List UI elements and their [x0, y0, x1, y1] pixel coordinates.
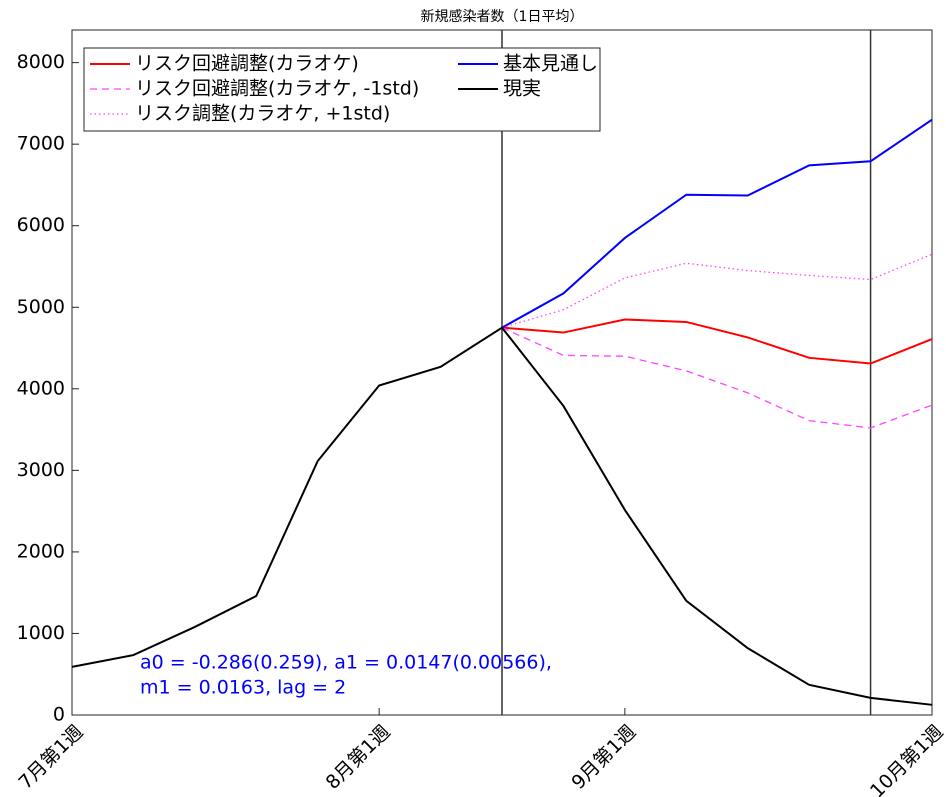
y-tick-label: 0: [53, 704, 65, 726]
y-tick-label: 7000: [17, 133, 65, 155]
series-line: [501, 327, 933, 429]
x-tick-label: 8月第1週: [322, 721, 395, 794]
legend-label: リスク回避調整(カラオケ): [135, 53, 359, 75]
annotation: m1 = 0.0163, lag = 2: [140, 677, 346, 699]
y-tick-label: 1000: [17, 622, 65, 644]
chart-title: 新規感染者数（1日平均）: [421, 8, 584, 25]
series-line: [71, 326, 933, 706]
legend-box: [83, 47, 601, 132]
legend-label: リスク回避調整(カラオケ, -1std): [135, 78, 419, 100]
y-tick-label: 3000: [17, 459, 65, 481]
annotation: a0 = -0.286(0.259), a1 = 0.0147(0.00566)…: [140, 652, 552, 674]
y-tick-label: 4000: [17, 377, 65, 399]
y-tick-label: 8000: [17, 51, 65, 73]
y-tick-label: 2000: [17, 540, 65, 562]
legend-label: リスク調整(カラオケ, +1std): [135, 103, 390, 125]
x-tick-label: 9月第1週: [567, 721, 640, 794]
y-tick-label: 5000: [17, 296, 65, 318]
legend: リスク回避調整(カラオケ) リスク回避調整(カラオケ, -1std) リスク調整(カ…: [83, 47, 601, 132]
x-tick-label: 10月第1週: [866, 721, 946, 797]
series-line: [501, 118, 933, 329]
legend-label: 基本見通し: [503, 53, 598, 75]
x-tick-label: 7月第1週: [14, 721, 87, 794]
series-line: [501, 318, 933, 365]
y-tick-label: 6000: [17, 214, 65, 236]
legend-label: 現実: [503, 78, 541, 100]
